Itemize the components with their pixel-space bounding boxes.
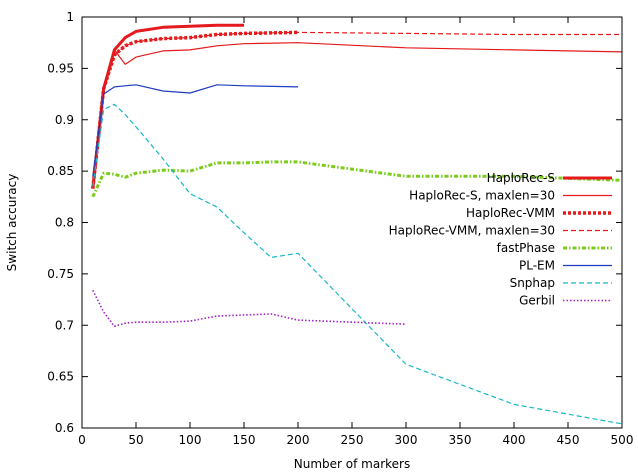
y-tick-label: 0.9 xyxy=(55,113,74,127)
series-line xyxy=(92,289,407,328)
plot-lines xyxy=(91,23,623,425)
series-line xyxy=(92,84,299,177)
legend-label: Snphap xyxy=(510,276,555,290)
legend-label: HaploRec-VMM, maxlen=30 xyxy=(389,224,555,238)
legend-label: HaploRec-S xyxy=(487,171,555,185)
x-tick-label: 300 xyxy=(395,433,418,447)
y-tick-label: 0.65 xyxy=(47,370,74,384)
series-line xyxy=(92,103,623,425)
y-tick-label: 0.7 xyxy=(55,318,74,332)
y-tick-label: 0.8 xyxy=(55,216,74,230)
legend: HaploRec-S HaploRec-S, maxlen=30 HaploRec-… xyxy=(389,171,612,308)
x-tick-label: 200 xyxy=(287,433,310,447)
legend-label: HaploRec-VMM xyxy=(466,206,555,220)
axis-ticks: 0 50 100 150 200 250 300 350 400 450 500 0.6 0.65 0.7… xyxy=(47,10,633,447)
y-tick-label: 0.75 xyxy=(47,267,74,281)
x-tick-label: 0 xyxy=(78,433,86,447)
x-tick-label: 400 xyxy=(503,433,526,447)
y-tick-label: 0.85 xyxy=(47,164,74,178)
x-tick-label: 500 xyxy=(611,433,634,447)
x-tick-label: 450 xyxy=(557,433,580,447)
y-tick-label: 0.6 xyxy=(55,421,74,435)
x-tick-label: 100 xyxy=(179,433,202,447)
series-line xyxy=(91,30,299,189)
y-tick-label: 1 xyxy=(66,10,74,24)
series-line xyxy=(92,42,623,189)
legend-label: fastPhase xyxy=(497,241,555,255)
legend-label: Gerbil xyxy=(519,294,555,308)
x-axis-label: Number of markers xyxy=(294,457,410,471)
series-line xyxy=(91,160,623,198)
x-tick-label: 250 xyxy=(341,433,364,447)
x-tick-label: 50 xyxy=(128,433,143,447)
legend-label: PL-EM xyxy=(519,259,555,273)
y-tick-label: 0.95 xyxy=(47,61,74,75)
x-tick-label: 350 xyxy=(449,433,472,447)
y-axis-label: Switch accuracy xyxy=(5,174,19,272)
x-tick-label: 150 xyxy=(233,433,256,447)
series-line xyxy=(92,31,622,189)
plot-frame xyxy=(81,16,623,429)
legend-label: HaploRec-S, maxlen=30 xyxy=(409,189,555,203)
